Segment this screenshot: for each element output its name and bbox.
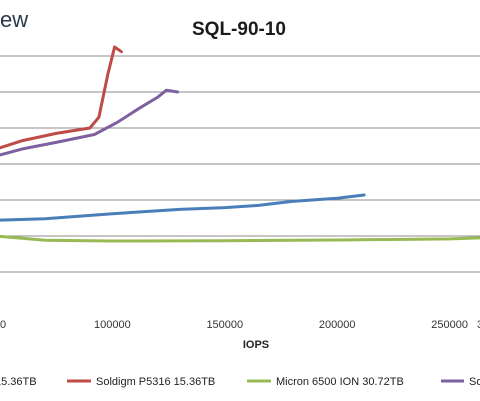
series-line-1 <box>0 193 366 222</box>
x-tick-label: 150000 <box>206 319 243 331</box>
legend-label-3: Micron 6500 ION 30.72TB <box>276 376 404 388</box>
legend-label-1: 15.36TB <box>0 376 37 388</box>
logo-fragment: ew <box>0 7 28 32</box>
x-tick-label: 250000 <box>431 319 468 331</box>
x-axis-label: IOPS <box>243 339 269 351</box>
x-tick-label: 0 <box>0 319 6 331</box>
x-tick-label: 100000 <box>94 319 131 331</box>
legend: 15.36TB Soldigm P5316 15.36TB Micron 6500 … <box>0 376 480 388</box>
series-line-2 <box>0 45 123 150</box>
plot-area <box>0 45 480 243</box>
legend-label-2: Soldigm P5316 15.36TB <box>96 376 215 388</box>
x-tick-label: 200000 <box>319 319 356 331</box>
x-axis: 0 100000 150000 200000 250000 3 <box>0 319 480 331</box>
chart-title: SQL-90-10 <box>192 19 286 40</box>
series-line-3 <box>0 234 480 243</box>
x-tick-label: 3 <box>477 319 480 331</box>
gridlines <box>0 55 480 273</box>
legend-label-4: So <box>469 376 480 388</box>
series-line-4 <box>0 88 180 157</box>
